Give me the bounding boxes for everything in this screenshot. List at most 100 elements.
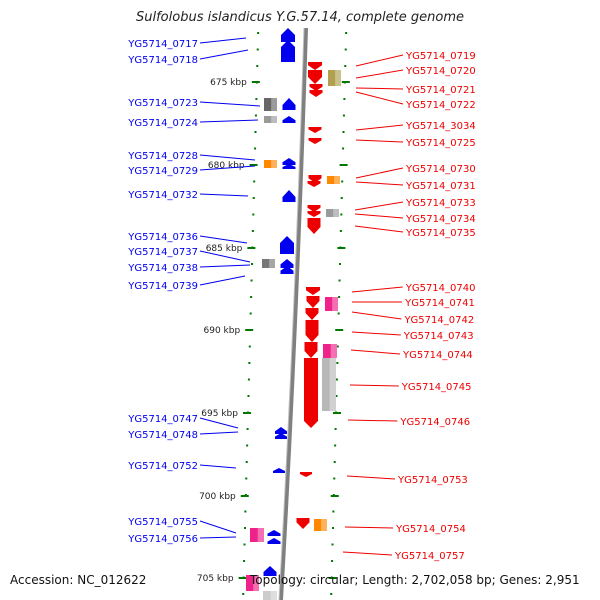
right-leader-line xyxy=(355,54,404,67)
right-gene-label: YG5714_0745 xyxy=(401,382,472,393)
scale-label: 700 kbp xyxy=(199,492,236,502)
pseudogene-box-shade xyxy=(333,209,339,217)
right-leader-line xyxy=(351,286,403,293)
right-gene-label: YG5714_0757 xyxy=(394,551,465,562)
right-gene-label: YG5714_0731 xyxy=(405,181,476,192)
left-leader-line xyxy=(199,101,261,107)
forward-gene-arrow xyxy=(282,98,296,110)
right-leader-line xyxy=(355,181,404,186)
left-leader-line xyxy=(199,464,237,469)
scale-label: 705 kbp xyxy=(197,574,234,584)
left-gene-label: YG5714_0729 xyxy=(127,166,198,177)
right-leader-line xyxy=(351,331,401,336)
left-leader-line xyxy=(199,193,249,197)
forward-gene-arrow xyxy=(281,28,295,42)
left-gene-label: YG5714_0738 xyxy=(127,263,198,274)
pseudogene-box-shade xyxy=(270,591,277,600)
reverse-gene-arrow xyxy=(305,320,319,342)
left-leader-line xyxy=(199,417,239,429)
forward-gene-arrow xyxy=(281,40,295,62)
reverse-gene-arrow xyxy=(308,138,322,144)
scale-label: 675 kbp xyxy=(210,78,247,88)
reverse-gene-arrow xyxy=(304,358,318,428)
rna-box-shade xyxy=(271,160,277,168)
forward-gene-arrow xyxy=(282,116,296,123)
pseudogene-box xyxy=(328,70,341,86)
left-leader-line xyxy=(199,37,247,44)
rrna-box-shade xyxy=(257,528,264,542)
left-gene-label: YG5714_0723 xyxy=(127,98,198,109)
rna-box-shade xyxy=(334,176,340,184)
left-gene-label: YG5714_0747 xyxy=(127,414,198,425)
reverse-gene-arrow xyxy=(309,90,323,97)
left-leader-line xyxy=(199,536,237,539)
right-leader-line xyxy=(355,87,404,90)
right-gene-label: YG5714_0741 xyxy=(404,298,475,309)
scale-label: 695 kbp xyxy=(201,409,238,419)
forward-gene-arrow xyxy=(275,433,287,439)
rna-box xyxy=(314,519,327,531)
right-gene-label: YG5714_0754 xyxy=(395,524,466,535)
pseudogene-box xyxy=(264,98,277,111)
reverse-gene-arrow xyxy=(306,287,320,295)
left-gene-label: YG5714_0718 xyxy=(127,55,198,66)
right-leader-line xyxy=(355,139,404,143)
reverse-gene-arrow xyxy=(308,70,322,84)
scale-label: 685 kbp xyxy=(206,244,243,254)
left-gene-label: YG5714_0752 xyxy=(127,461,198,472)
pseudogene-box xyxy=(264,116,277,123)
reverse-gene-arrow xyxy=(300,472,312,477)
rrna-box xyxy=(323,344,337,358)
right-leader-line xyxy=(354,213,404,219)
forward-gene-arrow xyxy=(280,236,294,254)
rrna-box xyxy=(250,528,264,542)
right-gene-label: YG5714_0735 xyxy=(405,228,476,239)
left-leader-line xyxy=(199,250,251,263)
left-gene-label: YG5714_0732 xyxy=(127,190,198,201)
forward-gene-arrow xyxy=(280,266,294,274)
pseudogene-box xyxy=(262,259,275,268)
rna-box xyxy=(264,160,277,168)
reverse-gene-arrow xyxy=(305,308,319,320)
rrna-box-shade xyxy=(253,575,259,591)
scale-label: 690 kbp xyxy=(204,326,241,336)
right-leader-line xyxy=(355,167,404,179)
right-gene-label: YG5714_0721 xyxy=(405,85,476,96)
reverse-gene-arrow xyxy=(304,342,318,358)
right-gene-label: YG5714_0753 xyxy=(397,475,468,486)
reverse-gene-arrow xyxy=(296,518,310,529)
pseudogene-box-shade xyxy=(335,70,341,86)
right-gene-label: YG5714_0725 xyxy=(405,138,476,149)
right-gene-label: YG5714_0742 xyxy=(403,315,474,326)
pseudogene-box-shade xyxy=(271,116,277,123)
left-leader-line xyxy=(199,275,246,286)
forward-gene-arrow xyxy=(267,538,281,544)
right-leader-line xyxy=(351,311,402,320)
left-leader-line xyxy=(199,431,239,435)
forward-gene-arrow xyxy=(280,259,294,268)
forward-gene-arrow xyxy=(263,566,277,576)
right-gene-label: YG5714_3034 xyxy=(405,121,476,132)
topology-text: Topology: circular; Length: 2,702,058 bp… xyxy=(250,573,580,587)
left-leader-line xyxy=(199,154,256,161)
pseudogene-box xyxy=(326,209,339,217)
right-leader-line xyxy=(349,384,399,387)
reverse-gene-arrow xyxy=(307,205,321,212)
right-leader-line xyxy=(355,124,404,131)
left-gene-label: YG5714_0756 xyxy=(127,534,198,545)
pseudogene-box-shade xyxy=(269,259,275,268)
reverse-gene-arrow xyxy=(307,181,321,187)
rrna-box-shade xyxy=(330,344,337,358)
pseudogene-box xyxy=(322,358,336,411)
right-gene-label: YG5714_0740 xyxy=(405,283,476,294)
pseudogene-box xyxy=(263,591,277,600)
reverse-gene-arrow xyxy=(309,84,323,91)
right-leader-line xyxy=(354,201,404,211)
left-leader-line xyxy=(199,165,256,171)
right-gene-label: YG5714_0733 xyxy=(405,198,476,209)
reverse-gene-arrow xyxy=(306,296,320,308)
right-leader-line xyxy=(355,91,404,105)
pseudogene-box-shade xyxy=(271,98,277,111)
left-gene-label: YG5714_0724 xyxy=(127,118,198,129)
